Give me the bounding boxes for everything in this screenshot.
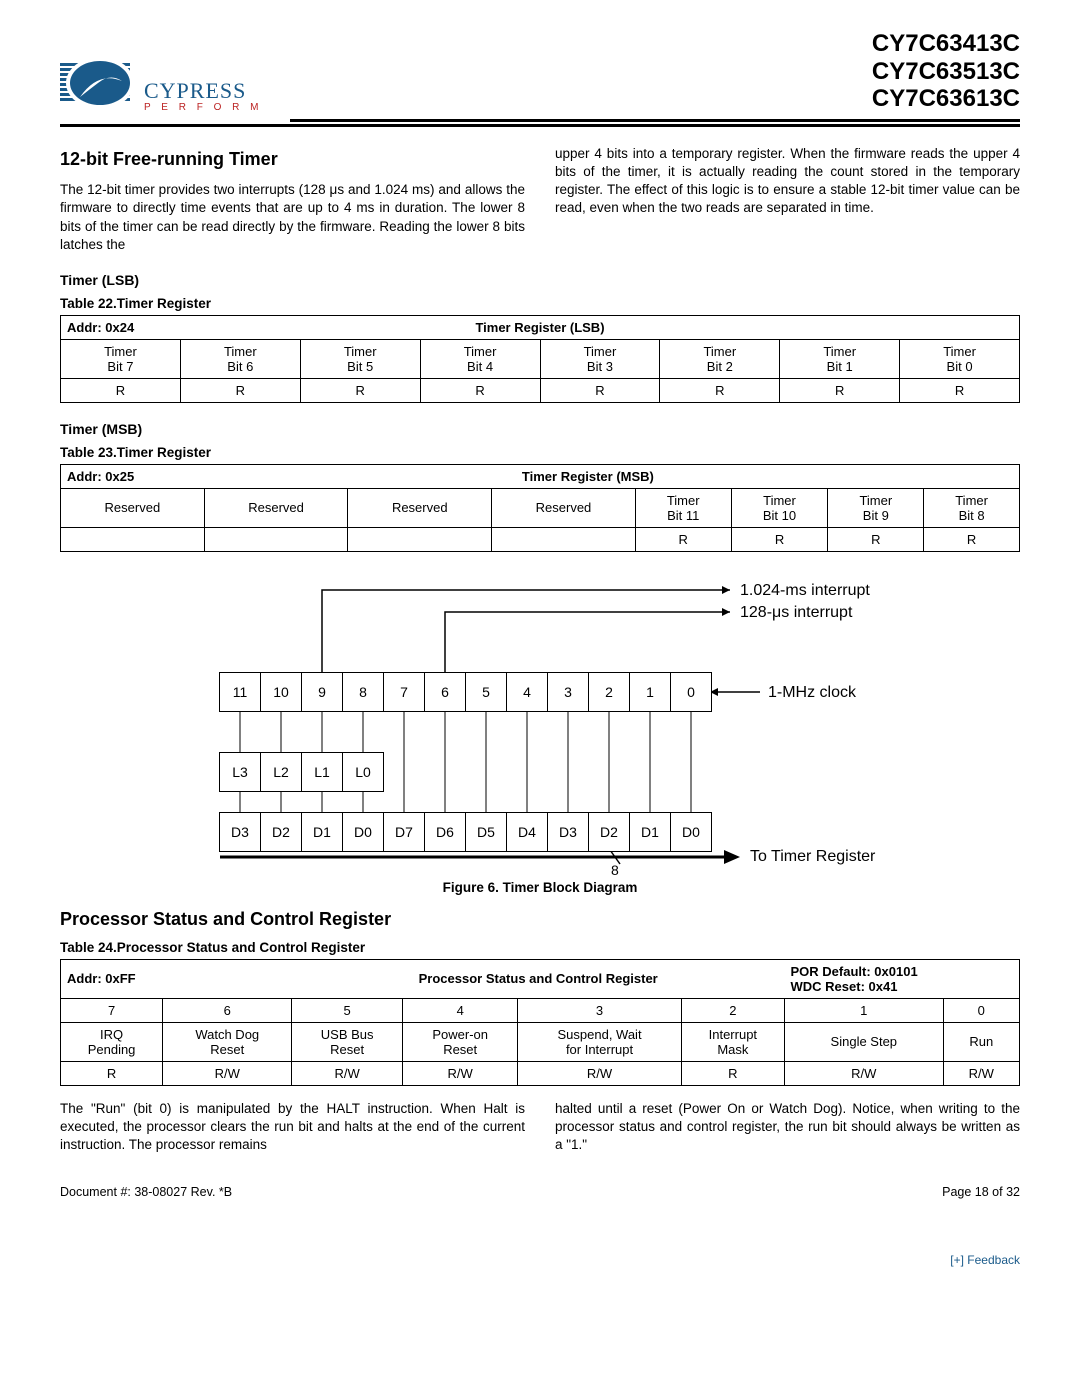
counter-bits-row: 11 10 9 8 7 6 5 4 3 2 1 0: [220, 672, 712, 712]
title-cell: Processor Status and Control Register: [292, 959, 785, 998]
timer-msb-table: Addr: 0x25 Timer Register (MSB) Reserved…: [60, 464, 1020, 552]
title-cell: Timer Register (LSB): [300, 315, 780, 339]
sub-heading: Timer (MSB): [60, 421, 1020, 437]
part-number: CY7C63613C: [872, 85, 1020, 113]
psr-table: Addr: 0xFF Processor Status and Control …: [60, 959, 1020, 1086]
num-row: 76 54 32 10: [61, 998, 1020, 1022]
page-footer: Document #: 38-08027 Rev. *B Page 18 of …: [60, 1185, 1020, 1199]
title-cell: Timer Register (MSB): [348, 464, 828, 488]
part-number: CY7C63513C: [872, 58, 1020, 86]
table-caption: Table 24.Processor Status and Control Re…: [60, 940, 1020, 955]
table-caption: Table 22.Timer Register: [60, 296, 1020, 311]
rw-row: RR RR: [61, 527, 1020, 551]
header-rule: [60, 124, 1020, 127]
feedback-link[interactable]: [+] Feedback: [60, 1253, 1020, 1267]
intro-columns: 12-bit Free-running Timer The 12-bit tim…: [60, 139, 1020, 254]
body-text: upper 4 bits into a temporary register. …: [555, 146, 1020, 216]
header-rule: [290, 119, 1020, 122]
bit-row: Timer Bit 7 Timer Bit 6 Timer Bit 5 Time…: [61, 339, 1020, 378]
body-text: halted until a reset (Power On or Watch …: [555, 1100, 1020, 1155]
bit-row: Reserved Reserved Reserved Reserved Time…: [61, 488, 1020, 527]
section-title: Processor Status and Control Register: [60, 909, 1020, 930]
label-128us: 128-μs interrupt: [740, 604, 852, 622]
page-header: CYPRESS P E R F O R M CY7C63413C CY7C635…: [60, 30, 1020, 113]
bus-width: 8: [611, 862, 619, 878]
psr-notes: The "Run" (bit 0) is manipulated by the …: [60, 1100, 1020, 1155]
part-number: CY7C63413C: [872, 30, 1020, 58]
label-1024ms: 1.024-ms interrupt: [740, 582, 870, 600]
cypress-logo-icon: [60, 53, 140, 113]
timer-lsb-table: Addr: 0x24 Timer Register (LSB) Timer Bi…: [60, 315, 1020, 403]
body-text: The "Run" (bit 0) is manipulated by the …: [60, 1100, 525, 1155]
latch-row: L3 L2 L1 L0: [220, 752, 384, 792]
spacer-cell: [780, 315, 1020, 339]
addr-cell: Addr: 0x25: [61, 464, 348, 488]
addr-cell: Addr: 0xFF: [61, 959, 292, 998]
timer-block-diagram: 11 10 9 8 7 6 5 4 3 2 1 0 L3 L2 L1 L0 D3…: [200, 582, 880, 872]
part-numbers: CY7C63413C CY7C63513C CY7C63613C: [872, 30, 1020, 113]
body-text: The 12-bit timer provides two interrupts…: [60, 182, 525, 252]
addr-cell: Addr: 0x24: [61, 315, 301, 339]
logo-subtitle: P E R F O R M: [144, 102, 263, 113]
logo: CYPRESS P E R F O R M: [60, 53, 263, 113]
defaults-cell: POR Default: 0x0101 WDC Reset: 0x41: [785, 959, 1020, 998]
rw-row: RR RR RR RR: [61, 378, 1020, 402]
page-number: Page 18 of 32: [942, 1185, 1020, 1199]
section-title: 12-bit Free-running Timer: [60, 147, 525, 171]
label-to-register: To Timer Register: [750, 848, 875, 866]
name-row: IRQ Pending Watch Dog Reset USB Bus Rese…: [61, 1022, 1020, 1061]
sub-heading: Timer (LSB): [60, 272, 1020, 288]
data-row: D3 D2 D1 D0 D7 D6 D5 D4 D3 D2 D1 D0: [220, 812, 712, 852]
spacer-cell: [828, 464, 1020, 488]
rw-row: RR/W R/WR/W R/WR R/WR/W: [61, 1061, 1020, 1085]
label-clock: 1-MHz clock: [768, 684, 856, 702]
table-caption: Table 23.Timer Register: [60, 445, 1020, 460]
figure-caption: Figure 6. Timer Block Diagram: [60, 880, 1020, 895]
doc-number: Document #: 38-08027 Rev. *B: [60, 1185, 232, 1199]
logo-name: CYPRESS: [144, 78, 263, 104]
